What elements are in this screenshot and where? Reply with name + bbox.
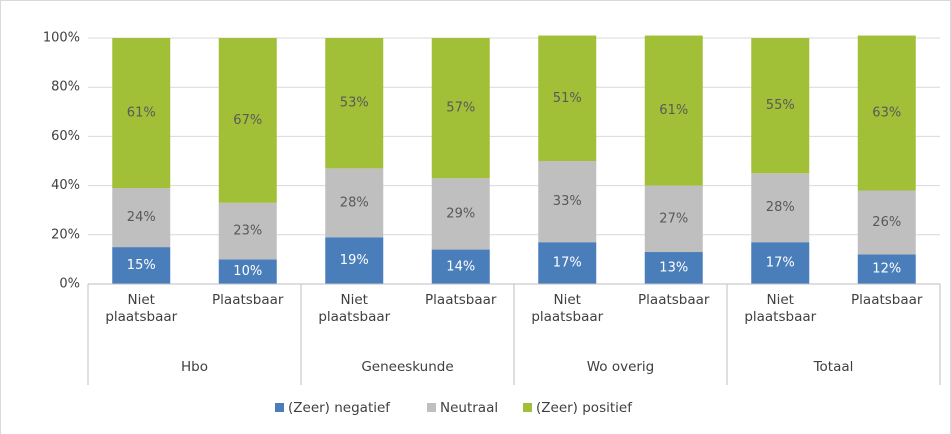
data-label: 28% <box>340 195 369 210</box>
data-label: 55% <box>766 98 795 113</box>
bar-segment <box>431 249 490 284</box>
y-tick-label: 20% <box>51 227 80 242</box>
bar-segment <box>857 35 916 191</box>
bar-segment <box>325 38 384 169</box>
bar-segment <box>857 190 916 255</box>
data-label: 67% <box>233 113 262 128</box>
legend-swatch <box>523 403 532 412</box>
data-label: 10% <box>233 264 262 279</box>
bar-segment <box>751 173 810 243</box>
data-label: 28% <box>766 200 795 215</box>
x-tick-label: Niet plaatsbaar <box>744 292 817 325</box>
bar-segment <box>857 254 916 284</box>
bar-segment <box>538 242 597 284</box>
data-label: 51% <box>553 91 582 106</box>
data-label: 63% <box>872 106 901 121</box>
bar-segment <box>112 247 171 284</box>
x-tick-label: Plaatsbaar <box>851 292 923 308</box>
y-tick-label: 80% <box>51 80 80 95</box>
data-label: 33% <box>553 194 582 209</box>
data-label: 23% <box>233 224 262 239</box>
data-label: 14% <box>446 259 475 274</box>
bar-segment <box>218 38 277 203</box>
data-label: 61% <box>659 103 688 118</box>
legend-label: (Zeer) negatief <box>288 400 391 416</box>
bar-segment <box>644 35 703 186</box>
data-label: 27% <box>659 211 688 226</box>
bar-segment <box>538 161 597 243</box>
bar-segment <box>431 178 490 250</box>
bar-segment <box>538 35 597 161</box>
data-label: 15% <box>127 258 156 273</box>
x-tick-label: Niet plaatsbaar <box>105 292 178 325</box>
group-label: Wo overig <box>587 359 655 375</box>
bar-segment <box>644 185 703 253</box>
data-label: 26% <box>872 215 901 230</box>
y-tick-label: 40% <box>51 178 80 193</box>
bar-segment <box>431 38 490 179</box>
bar-segment <box>325 237 384 284</box>
data-label: 24% <box>127 210 156 225</box>
x-tick-label: Plaatsbaar <box>212 292 284 308</box>
x-tick-label: Niet plaatsbaar <box>318 292 391 325</box>
bar-segment <box>112 38 171 189</box>
data-label: 53% <box>340 96 369 111</box>
data-label: 19% <box>340 253 369 268</box>
group-label: Geneeskunde <box>361 359 453 375</box>
x-tick-label: Niet plaatsbaar <box>531 292 604 325</box>
x-tick-label: Plaatsbaar <box>638 292 710 308</box>
x-tick-label: Plaatsbaar <box>425 292 497 308</box>
data-label: 57% <box>446 101 475 116</box>
bar-segment <box>218 202 277 260</box>
y-tick-label: 100% <box>43 31 80 46</box>
y-tick-label: 60% <box>51 129 80 144</box>
legend-label: (Zeer) positief <box>536 400 633 416</box>
bar-segment <box>751 38 810 174</box>
bar-segment <box>644 252 703 284</box>
data-label: 17% <box>766 256 795 271</box>
y-tick-label: 0% <box>59 277 80 292</box>
data-label: 13% <box>659 261 688 276</box>
data-label: 12% <box>872 262 901 277</box>
group-label: Hbo <box>181 359 208 375</box>
data-label: 29% <box>446 206 475 221</box>
bar-segment <box>325 168 384 238</box>
legend-swatch <box>427 403 436 412</box>
bar-segment <box>112 188 171 248</box>
data-label: 17% <box>553 256 582 271</box>
legend-swatch <box>275 403 284 412</box>
bar-segment <box>218 259 277 284</box>
group-label: Totaal <box>813 359 854 375</box>
bar-segment <box>751 242 810 284</box>
legend-label: Neutraal <box>440 400 498 416</box>
data-label: 61% <box>127 106 156 121</box>
